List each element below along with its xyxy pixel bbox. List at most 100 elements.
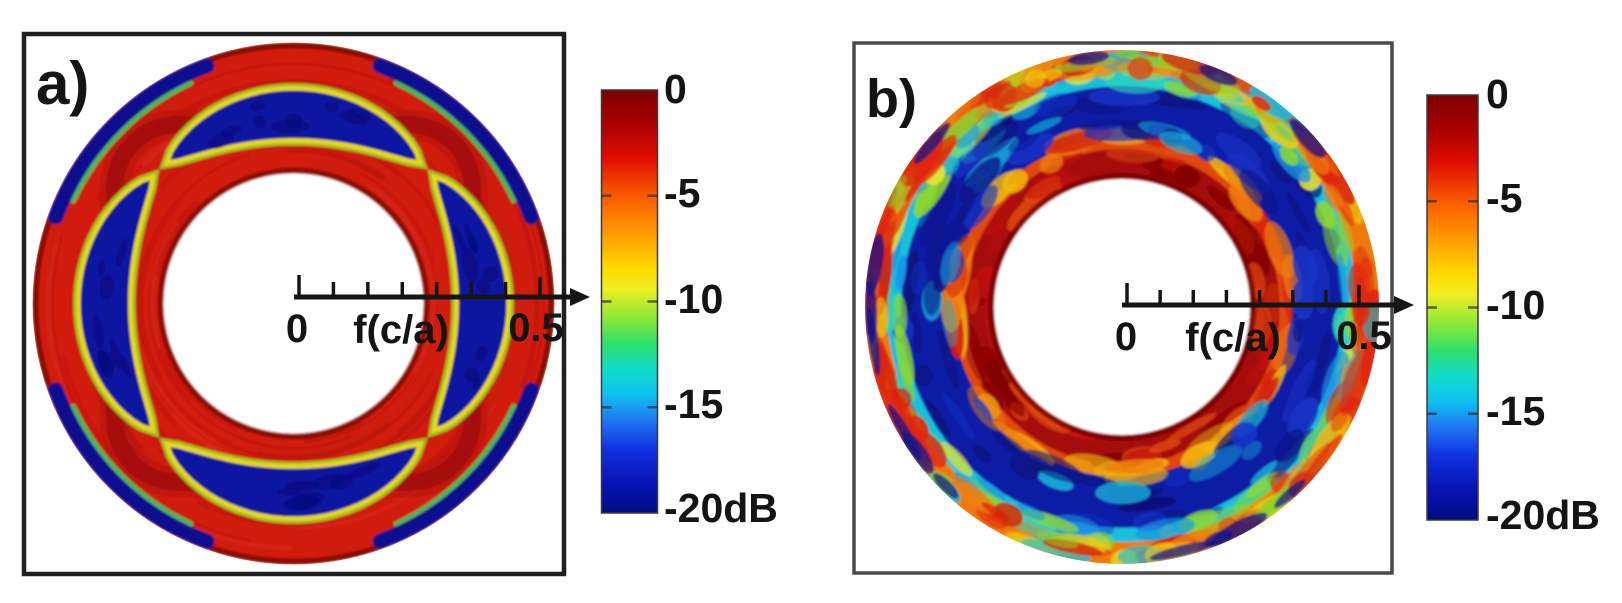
colorbar-b-tick-m5: -5 bbox=[1486, 175, 1522, 221]
noise-blob bbox=[1286, 191, 1310, 233]
lens-speckle bbox=[346, 462, 381, 479]
noise-blob bbox=[1166, 412, 1217, 443]
rim-fleck bbox=[1149, 540, 1216, 561]
noise-blob bbox=[942, 298, 958, 348]
noise-blob bbox=[1336, 210, 1354, 252]
rim-arc-fringe bbox=[393, 403, 517, 527]
colorbar-a-ticks bbox=[601, 194, 658, 409]
noise-blob bbox=[1206, 185, 1235, 211]
noise-blob bbox=[976, 477, 1006, 500]
rim-fleck bbox=[865, 280, 878, 345]
noise-blob bbox=[1034, 92, 1078, 118]
noise-blob bbox=[1292, 318, 1305, 342]
stopband-lens bbox=[431, 173, 512, 434]
noise-blob bbox=[1036, 530, 1079, 549]
panel-b: b) 0 f(c/a) 0.5 bbox=[852, 41, 1414, 575]
noise-blob bbox=[1148, 67, 1185, 78]
lens-speckle bbox=[96, 349, 111, 374]
colorbar-b-tick-0: 0 bbox=[1486, 71, 1509, 117]
lens-speckle bbox=[220, 125, 242, 138]
noise-blob bbox=[1008, 130, 1040, 153]
colorbar-b-tick-m10: -10 bbox=[1486, 282, 1545, 328]
noise-blob bbox=[1225, 215, 1255, 255]
texture-arc bbox=[287, 147, 386, 182]
noise-blob bbox=[1095, 481, 1151, 504]
inner-edge bbox=[157, 167, 430, 440]
noise-blob bbox=[1323, 215, 1349, 268]
lens-speckle bbox=[97, 259, 106, 277]
colorbar-b: 0 -5 -10 -15 -20dB bbox=[1426, 71, 1600, 538]
noise-blob bbox=[919, 182, 957, 247]
noise-blob bbox=[963, 185, 999, 230]
lens-speckle bbox=[477, 278, 490, 295]
noise-blob bbox=[910, 261, 928, 295]
axis-a-max-label: 0.5 bbox=[508, 306, 564, 350]
noise-blob bbox=[1251, 95, 1272, 112]
rim-fleck bbox=[901, 431, 934, 474]
noise-blob bbox=[938, 329, 959, 390]
lens-speckle bbox=[464, 222, 478, 255]
noise-blob bbox=[1118, 497, 1177, 512]
noise-blob bbox=[1002, 169, 1028, 194]
noise-blob bbox=[1287, 397, 1319, 438]
noise-blob bbox=[911, 311, 922, 355]
noise-blob bbox=[959, 157, 1001, 202]
noise-blob bbox=[1233, 477, 1278, 512]
noise-blob bbox=[890, 194, 911, 239]
noise-blob bbox=[1297, 433, 1343, 491]
colorbar-a-tick-0: 0 bbox=[664, 66, 687, 112]
axis-b-title: f(c/a) bbox=[1185, 316, 1281, 360]
noise-blob bbox=[895, 255, 907, 291]
noise-blob bbox=[1323, 184, 1343, 209]
center-hole bbox=[163, 173, 424, 434]
colorbar-b-tick-m20: -20dB bbox=[1486, 492, 1600, 538]
colorbar-b-tick-m15: -15 bbox=[1486, 388, 1545, 434]
texture-arc bbox=[304, 421, 363, 444]
noise-blob bbox=[982, 346, 1016, 403]
rim-arc-fringe bbox=[393, 80, 517, 204]
noise-blob bbox=[1266, 428, 1315, 483]
noise-blob bbox=[971, 108, 1008, 135]
noise-blob bbox=[915, 430, 947, 468]
noise-blob bbox=[1337, 252, 1348, 309]
lens-speckle bbox=[347, 108, 372, 120]
noise-blob bbox=[973, 445, 992, 464]
colorbar-a-tick-m10: -10 bbox=[664, 276, 723, 322]
noise-blob bbox=[875, 296, 888, 338]
noise-blob bbox=[1238, 169, 1279, 214]
axis-b-arrowhead bbox=[1394, 296, 1414, 314]
texture-arc bbox=[170, 412, 236, 459]
lens-speckle bbox=[482, 266, 499, 282]
texture-arc bbox=[260, 143, 389, 179]
lens-speckle bbox=[109, 338, 122, 370]
rim-fleck bbox=[913, 122, 951, 164]
rim-arc bbox=[48, 382, 215, 549]
noise-blob bbox=[926, 399, 951, 438]
texture-arc bbox=[196, 499, 311, 527]
panel-a-radial-axis: 0 f(c/a) 0.5 bbox=[286, 275, 590, 352]
lens-speckle bbox=[119, 354, 132, 380]
noise-blob bbox=[1259, 110, 1297, 144]
noise-blob bbox=[1189, 445, 1243, 482]
rim-arc-fringe bbox=[70, 403, 194, 527]
noise-blob bbox=[942, 392, 975, 440]
noise-blob bbox=[1250, 460, 1278, 485]
panel-b-heatmap bbox=[865, 50, 1379, 564]
noise-blob bbox=[927, 225, 945, 273]
noise-blob bbox=[974, 397, 993, 421]
noise-blob bbox=[1230, 104, 1260, 129]
texture-arc bbox=[365, 182, 436, 376]
noise-blob bbox=[985, 195, 1017, 236]
noise-blob bbox=[1159, 131, 1203, 155]
texture-arc bbox=[149, 202, 195, 402]
noise-blob bbox=[1026, 169, 1069, 200]
axis-a-ticks bbox=[297, 275, 542, 295]
axis-b-min-label: 0 bbox=[1115, 315, 1137, 359]
rim-arc-fringe bbox=[70, 80, 194, 204]
rim-arc bbox=[372, 58, 539, 225]
colorbar-a: 0 -5 -10 -15 -20dB bbox=[600, 66, 778, 531]
noise-blob bbox=[1249, 85, 1293, 120]
noise-blob bbox=[1180, 441, 1219, 469]
noise-blob bbox=[1164, 468, 1191, 488]
